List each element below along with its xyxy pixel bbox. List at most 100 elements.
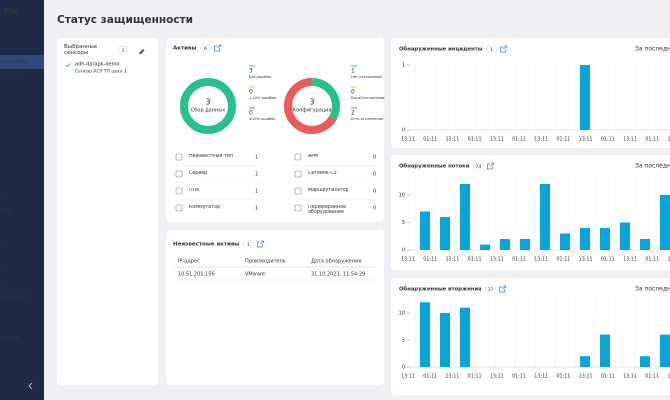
count-badge-text: 1: [122, 48, 125, 54]
x-tick-label: 13:11: [579, 374, 593, 380]
type-label: Периферийное оборудование: [308, 204, 347, 216]
card-title: Обнаруженные инциденты: [399, 46, 483, 53]
type-label-box: Маршрутизатор: [308, 187, 349, 193]
x-tick-label: 13:11: [534, 257, 548, 263]
bar: [540, 184, 550, 250]
sensors-title: Выбранные сенсоры: [64, 44, 98, 57]
sensor-desc: Сенсор АСУ ТП цеха 1: [75, 69, 127, 75]
bar: [640, 239, 650, 250]
x-tick-label: 13:11: [667, 257, 670, 263]
count-badge: [243, 239, 254, 249]
x-tick-label: 13:11: [445, 374, 459, 380]
bar: [620, 222, 630, 250]
donut-segment: [284, 78, 340, 134]
type-label: Маршрутизатор: [308, 187, 349, 193]
link-icon[interactable]: [487, 162, 494, 170]
type-value: 0: [373, 155, 376, 161]
x-tick-label: 01:11: [468, 137, 482, 143]
x-tick-label: 01:11: [512, 257, 526, 263]
nav-item[interactable]: оринга: [1, 73, 23, 80]
table-cell: 31.10.2023, 11:54:29: [311, 272, 365, 278]
card: [391, 155, 670, 270]
type-label: Неизвестный тип: [189, 153, 234, 159]
x-tick-label: 01:11: [556, 137, 570, 143]
x-tick-label: 01:11: [556, 374, 570, 380]
bar: [580, 356, 590, 367]
x-tick-label: 13:11: [401, 374, 415, 380]
nav-item[interactable]: роверок: [1, 294, 27, 301]
bar: [440, 217, 450, 250]
x-tick-label: 01:11: [601, 374, 615, 380]
x-tick-label: 01:11: [423, 374, 437, 380]
check-icon[interactable]: [65, 63, 71, 68]
count-badge-text: 1: [247, 242, 250, 248]
x-tick-label: 01:11: [601, 137, 615, 143]
type-label: Коммутатор: [189, 204, 220, 210]
nav-item[interactable]: и: [1, 281, 5, 288]
x-tick-label: 13:11: [401, 137, 415, 143]
table-cell: 10.51.201.156: [178, 272, 215, 278]
legend-label: Нет отклонений: [351, 75, 382, 79]
bar: [640, 356, 650, 367]
nav-item[interactable]: я: [1, 241, 5, 248]
y-tick-label: 10: [399, 193, 405, 199]
count-badge: [486, 44, 497, 54]
y-tick-label: 1: [402, 63, 405, 69]
x-tick-label: 01:11: [512, 137, 526, 143]
edit-icon[interactable]: [139, 49, 145, 55]
legend-label: 1-10% ошибок: [249, 96, 277, 100]
type-label: Сервер: [189, 170, 208, 176]
y-tick-label: 5: [402, 338, 405, 344]
type-label-box: ПЛК: [189, 188, 200, 193]
table-cell: VMware: [245, 272, 265, 278]
bar: [600, 228, 610, 250]
x-tick-label: 13:11: [401, 257, 415, 263]
nav-item[interactable]: вание: [1, 335, 20, 342]
legend-value: 3: [249, 68, 253, 75]
card: [391, 38, 670, 148]
legend-label: Были отклонения: [351, 96, 384, 100]
x-tick-label: 01:11: [645, 374, 659, 380]
nav-item[interactable]: енности: [1, 59, 27, 66]
bar: [460, 184, 470, 250]
period-label[interactable]: За последние: [635, 46, 670, 53]
bar: [420, 211, 430, 250]
type-label: АРМ: [308, 153, 319, 159]
nav-selected: [0, 55, 44, 69]
period-label[interactable]: За последние: [635, 286, 670, 293]
link-icon[interactable]: [257, 240, 264, 248]
bar: [560, 233, 570, 250]
link-icon[interactable]: [499, 285, 506, 293]
legend-value: 0: [249, 110, 253, 117]
link-icon[interactable]: [500, 45, 507, 53]
bar: [480, 244, 490, 250]
type-value: 0: [373, 172, 376, 178]
bar: [660, 334, 670, 367]
nav-item[interactable]: и: [1, 267, 5, 274]
x-tick-label: 13:11: [445, 257, 459, 263]
x-tick-label: 13:11: [623, 137, 637, 143]
nav-item[interactable]: я: [1, 195, 5, 202]
x-tick-label: 01:11: [468, 257, 482, 263]
table-header: IP-адрес: [178, 259, 200, 265]
card: [57, 38, 158, 385]
table-header: Производитель: [245, 259, 286, 265]
x-tick-label: 13:11: [490, 374, 504, 380]
x-tick-label: 13:11: [623, 257, 637, 263]
count-badge-text: 74: [476, 164, 482, 170]
count-badge: [485, 284, 496, 294]
link-icon[interactable]: [214, 44, 221, 52]
x-tick-label: 13:11: [667, 374, 670, 380]
collapse-icon[interactable]: [28, 382, 33, 390]
x-tick-label: 13:11: [623, 374, 637, 380]
count-badge: [200, 43, 211, 53]
card: [166, 230, 384, 385]
type-label-box: Сервер: [189, 170, 208, 176]
nav-item[interactable]: ков: [1, 208, 12, 215]
donut-label: Конфигурация: [293, 108, 332, 114]
type-icon: [175, 153, 183, 161]
type-label-box: АРМ: [308, 153, 319, 159]
card-title: Неизвестные активы: [173, 242, 239, 248]
period-label[interactable]: За последние: [635, 163, 670, 170]
